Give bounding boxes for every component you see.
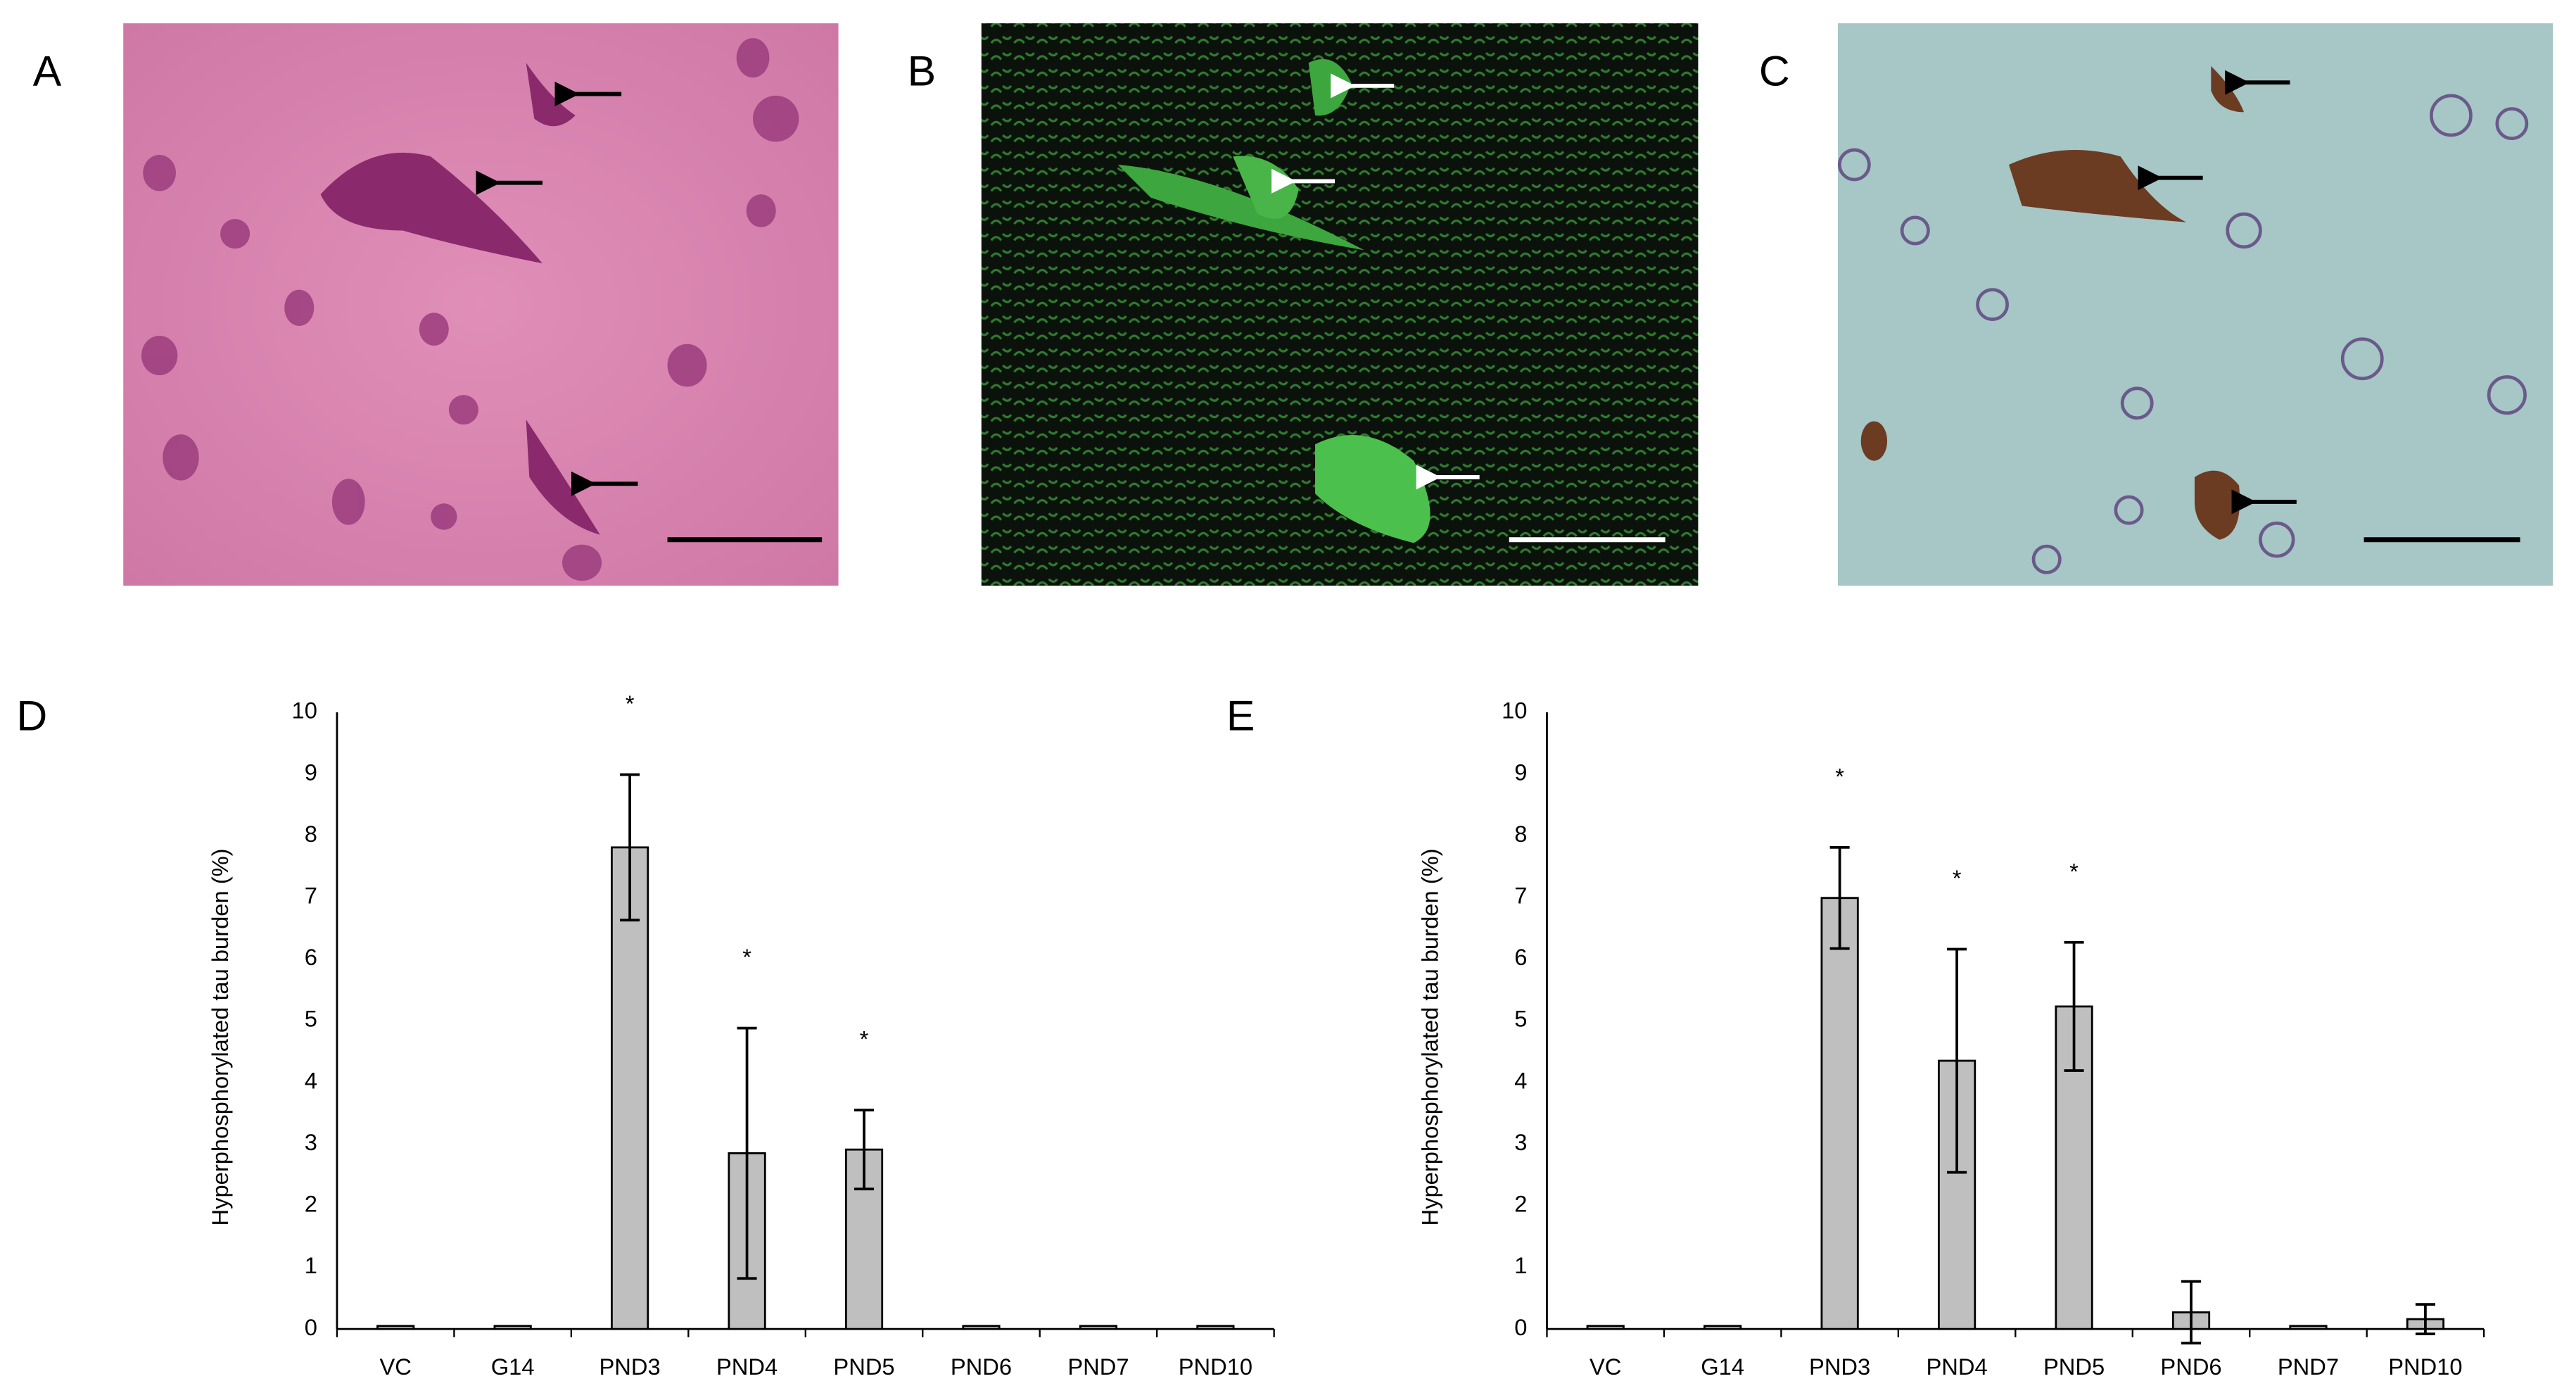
y-tick-label: 9 <box>1514 759 1527 785</box>
y-tick-label: 5 <box>1514 1006 1527 1032</box>
x-tick-label: PND10 <box>2388 1354 2462 1380</box>
bar <box>376 1325 415 1330</box>
error-bar <box>2415 1303 2435 1336</box>
x-tick-label: PND3 <box>599 1354 660 1380</box>
error-bar <box>2181 1280 2202 1345</box>
x-tick-label: PND5 <box>2043 1354 2105 1380</box>
y-axis-label: Hyperphosphorylated tau burden (%) <box>1417 848 1443 1225</box>
y-tick-label: 2 <box>305 1191 317 1217</box>
y-tick-label: 4 <box>305 1067 317 1093</box>
y-tick-label: 6 <box>305 944 317 970</box>
y-tick-label: 10 <box>292 698 317 724</box>
y-tick-label: 8 <box>305 821 317 847</box>
micrograph-fluorescence <box>981 23 1699 586</box>
x-tick-label: PND10 <box>1179 1354 1252 1380</box>
panel-label: D <box>16 691 47 739</box>
panel-label: C <box>1759 47 1790 95</box>
x-tick-label: PND6 <box>951 1354 1012 1380</box>
y-tick-label: 1 <box>305 1252 317 1278</box>
y-axis-label: Hyperphosphorylated tau burden (%) <box>207 848 233 1225</box>
x-tick-label: G14 <box>491 1354 535 1380</box>
y-tick-label: 6 <box>1514 944 1527 970</box>
significance-mark: * <box>1835 763 1844 789</box>
bar <box>493 1325 532 1330</box>
x-tick-label: PND5 <box>833 1354 894 1380</box>
error-bar <box>854 1109 875 1191</box>
y-tick-label: 4 <box>1514 1067 1527 1093</box>
panel-label: A <box>33 47 62 95</box>
micrograph-he <box>123 23 839 586</box>
error-bar <box>620 773 640 922</box>
significance-mark: * <box>2069 858 2079 884</box>
bar <box>2289 1325 2328 1330</box>
x-tick-label: PND6 <box>2160 1354 2221 1380</box>
x-tick-label: VC <box>1590 1354 1621 1380</box>
error-bar <box>2064 940 2084 1072</box>
micrograph-ihc <box>1837 23 2553 586</box>
bar <box>1079 1325 1118 1330</box>
bar <box>1820 897 1859 1330</box>
y-tick-label: 10 <box>1502 698 1527 724</box>
error-bar <box>737 1026 757 1280</box>
error-bar <box>1829 846 1850 950</box>
error-bar <box>1947 947 1967 1174</box>
x-tick-label: PND7 <box>1067 1354 1129 1380</box>
bar <box>1196 1325 1235 1330</box>
panel-label: E <box>1226 691 1255 739</box>
significance-mark: * <box>1953 865 1962 891</box>
x-tick-label: VC <box>379 1354 411 1380</box>
y-tick-label: 3 <box>305 1129 317 1155</box>
bar <box>610 846 649 1330</box>
bar <box>1586 1325 1625 1330</box>
x-tick-label: PND4 <box>716 1354 778 1380</box>
y-tick-label: 9 <box>305 759 317 785</box>
y-tick-label: 2 <box>1514 1191 1527 1217</box>
bar <box>962 1325 1001 1330</box>
significance-mark: * <box>860 1026 869 1052</box>
panel-label: B <box>908 47 937 95</box>
significance-mark: * <box>626 690 635 717</box>
significance-mark: * <box>742 944 751 970</box>
x-tick-label: PND7 <box>2278 1354 2339 1380</box>
x-tick-label: PND3 <box>1809 1354 1870 1380</box>
y-tick-label: 0 <box>305 1314 317 1340</box>
y-tick-label: 3 <box>1514 1129 1527 1155</box>
y-tick-label: 0 <box>1514 1314 1527 1340</box>
y-tick-label: 7 <box>305 882 317 908</box>
y-tick-label: 1 <box>1514 1252 1527 1278</box>
bar <box>1703 1325 1742 1330</box>
y-tick-label: 7 <box>1514 882 1527 908</box>
x-tick-label: G14 <box>1701 1354 1744 1380</box>
x-tick-label: PND4 <box>1926 1354 1987 1380</box>
y-tick-label: 8 <box>1514 821 1527 847</box>
y-tick-label: 5 <box>305 1006 317 1032</box>
